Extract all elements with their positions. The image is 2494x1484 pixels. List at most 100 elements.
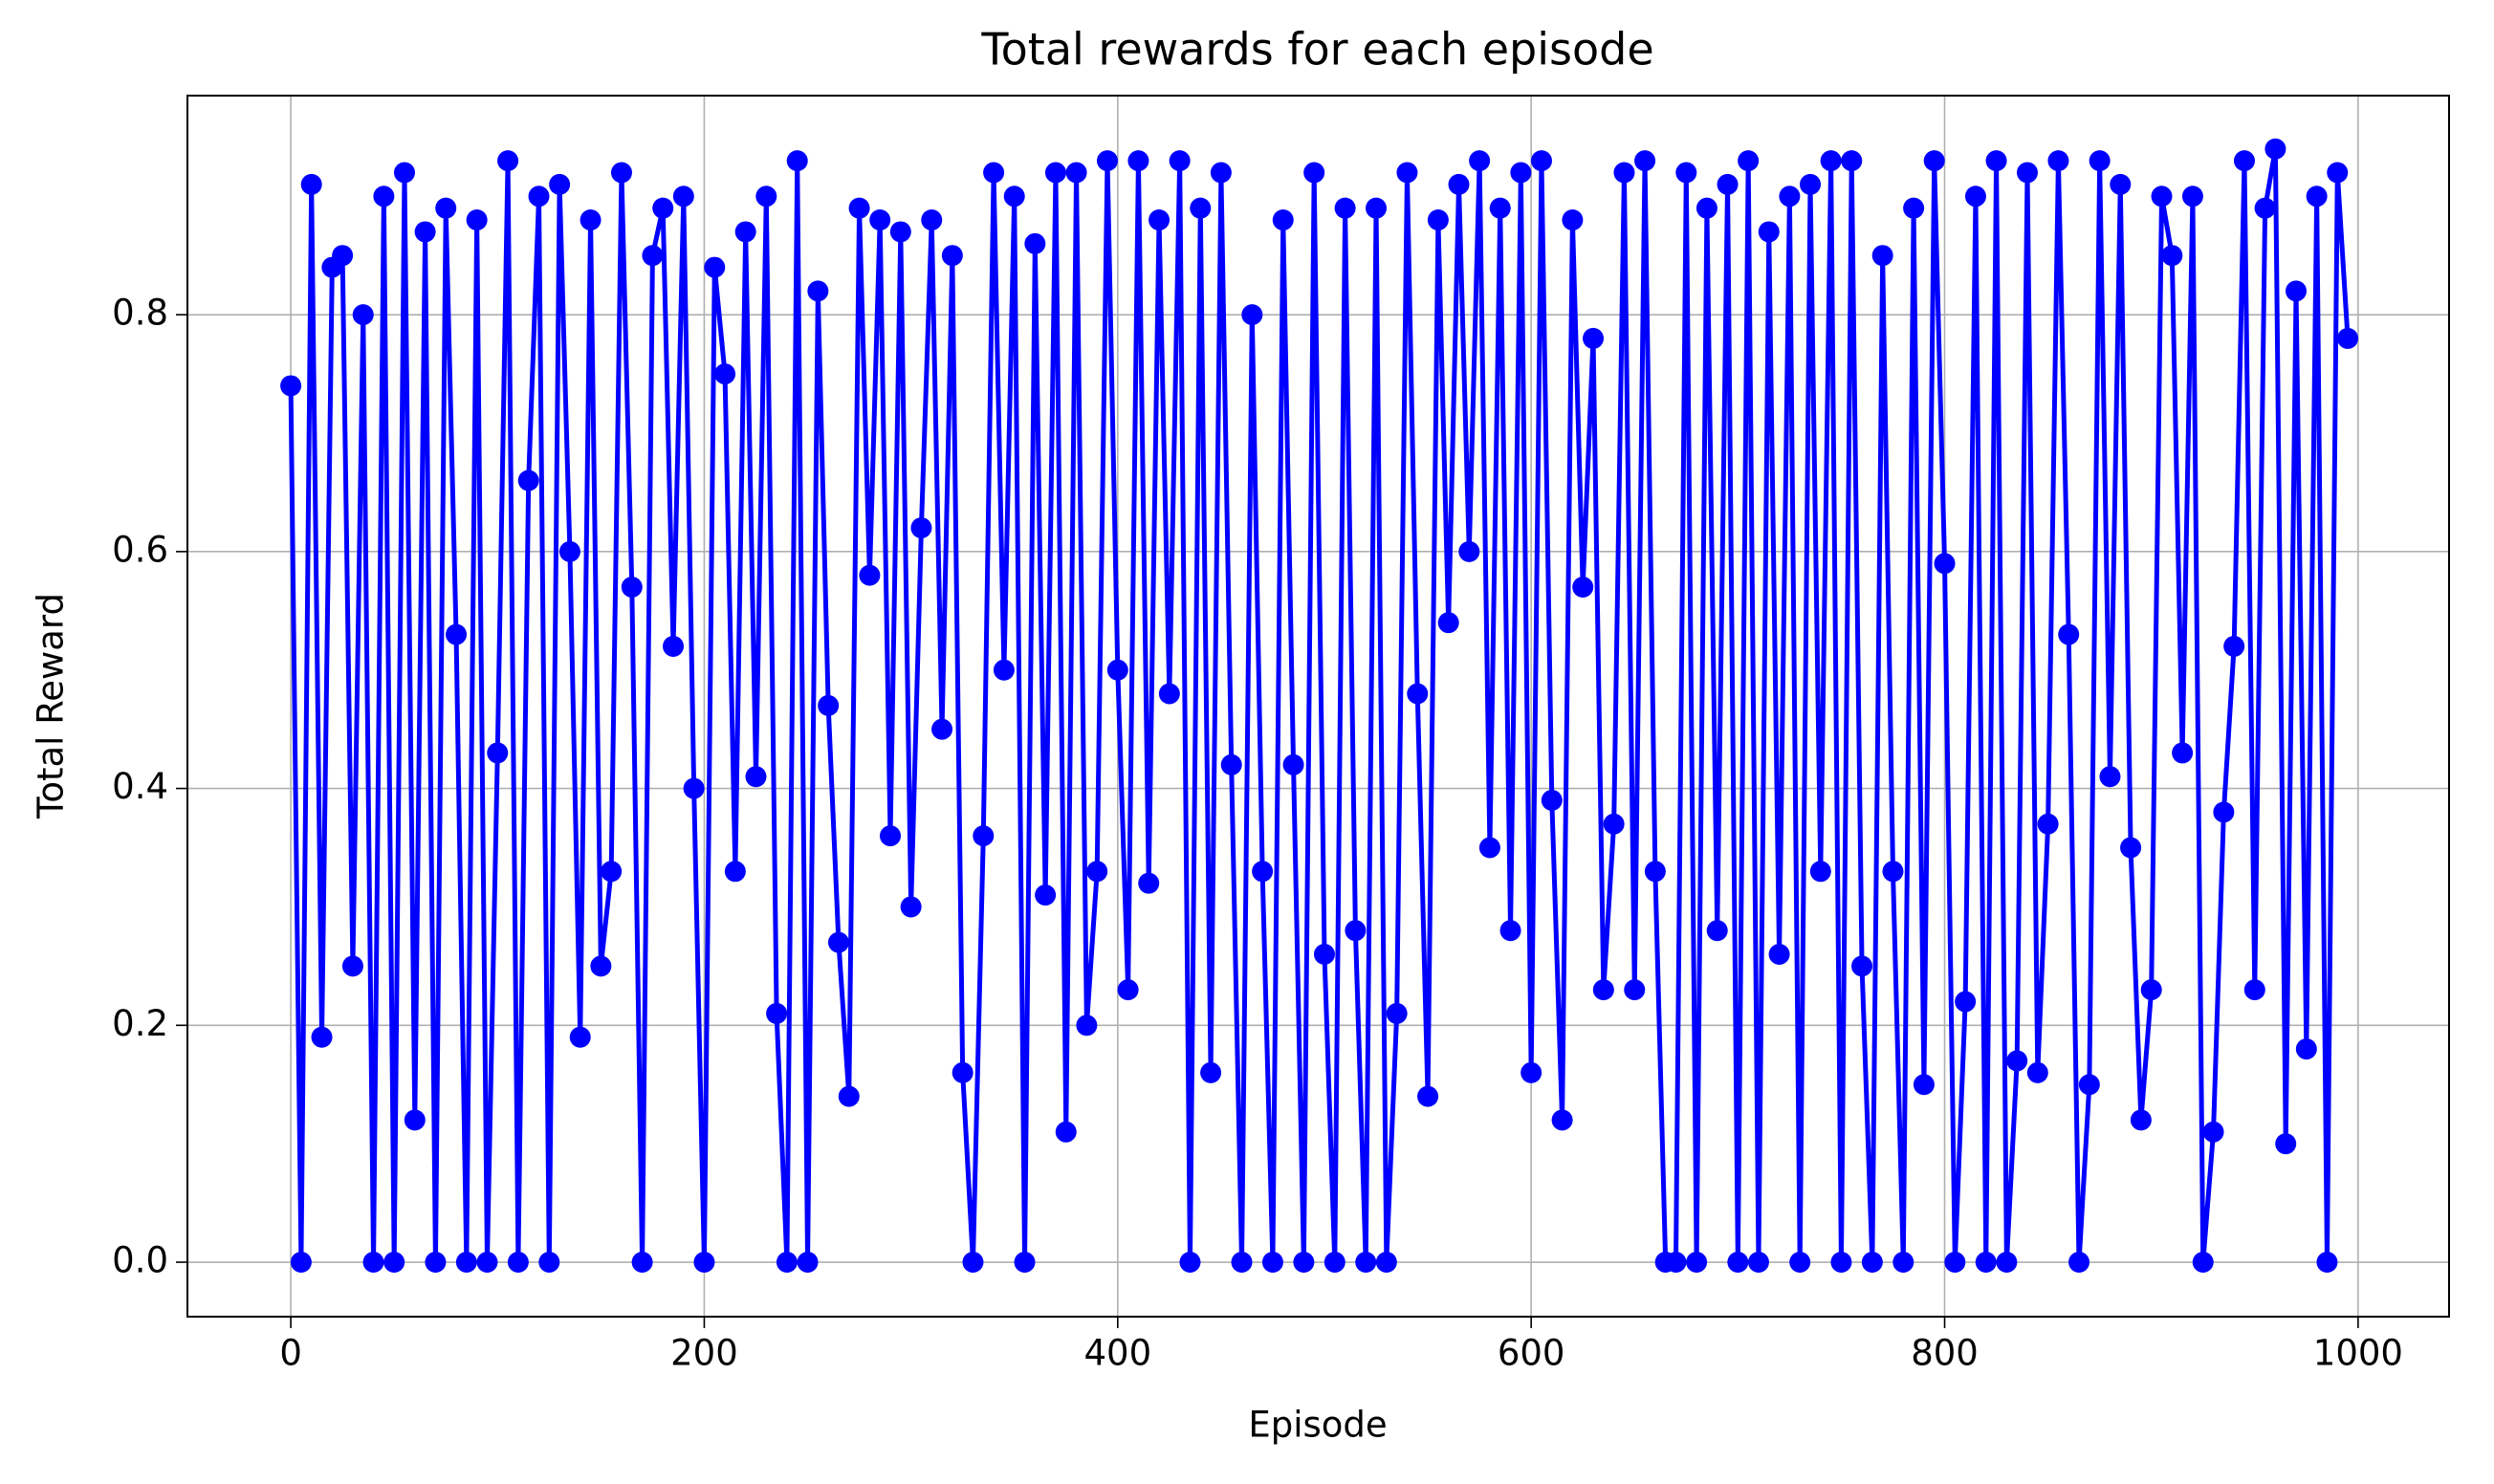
data-point xyxy=(569,1026,591,1048)
data-point xyxy=(1179,1252,1201,1274)
data-point xyxy=(362,1252,384,1274)
data-point xyxy=(1138,872,1160,894)
data-point xyxy=(2047,150,2069,172)
data-point xyxy=(497,150,519,172)
data-point xyxy=(921,209,943,231)
data-point xyxy=(414,221,436,243)
data-point xyxy=(1086,861,1108,883)
data-point xyxy=(1695,197,1717,219)
data-point xyxy=(2006,1050,2028,1072)
data-point xyxy=(1127,150,1149,172)
data-point xyxy=(466,209,488,231)
data-point xyxy=(621,577,643,599)
data-point xyxy=(838,1085,860,1107)
x-tick-label: 600 xyxy=(1498,1333,1565,1374)
data-point xyxy=(880,825,902,847)
data-point xyxy=(1149,209,1170,231)
data-point xyxy=(1200,1061,1222,1083)
data-point xyxy=(435,197,457,219)
data-point xyxy=(1530,150,1552,172)
data-point xyxy=(558,540,580,562)
data-point xyxy=(1190,197,1212,219)
x-tick-label: 800 xyxy=(1911,1333,1979,1374)
data-point xyxy=(663,635,685,657)
data-point xyxy=(1541,789,1563,811)
data-point xyxy=(1747,1252,1769,1274)
data-point xyxy=(983,162,1005,184)
data-point xyxy=(807,280,829,302)
data-point xyxy=(1261,1252,1283,1274)
data-point xyxy=(2243,979,2265,1001)
data-point xyxy=(1272,209,1294,231)
data-point xyxy=(2099,766,2121,788)
data-point xyxy=(786,150,808,172)
data-point xyxy=(1768,943,1790,965)
data-point xyxy=(2286,280,2308,302)
data-point xyxy=(1252,861,1274,883)
data-point xyxy=(993,659,1015,681)
data-point xyxy=(1964,186,1986,207)
data-point xyxy=(683,777,705,799)
data-point xyxy=(1955,991,1977,1013)
data-point xyxy=(1913,1074,1935,1096)
data-point xyxy=(2037,813,2059,835)
data-point xyxy=(1469,150,1491,172)
data-point xyxy=(2223,635,2245,657)
data-point xyxy=(517,469,539,491)
data-point xyxy=(941,245,963,267)
data-point xyxy=(1644,861,1666,883)
data-point xyxy=(290,1252,312,1274)
data-point xyxy=(1220,753,1242,775)
data-point xyxy=(1231,1252,1253,1274)
data-point xyxy=(446,623,468,645)
data-point xyxy=(1520,1061,1542,1083)
data-point xyxy=(2058,623,2080,645)
data-point xyxy=(1779,186,1801,207)
data-point xyxy=(311,1026,333,1048)
data-point xyxy=(549,173,571,195)
data-point xyxy=(332,245,354,267)
data-point xyxy=(1489,197,1511,219)
data-point xyxy=(1499,920,1521,942)
data-point xyxy=(1758,221,1780,243)
data-point xyxy=(1830,1252,1852,1274)
data-point xyxy=(1944,1252,1966,1274)
y-axis-label: Total Reward xyxy=(31,593,72,819)
data-point xyxy=(476,1252,498,1274)
data-point xyxy=(528,186,550,207)
data-point xyxy=(900,896,922,918)
data-point xyxy=(766,1002,788,1024)
data-point xyxy=(1634,150,1656,172)
data-point xyxy=(973,825,995,847)
data-point xyxy=(1996,1252,2018,1274)
data-point xyxy=(2202,1121,2224,1143)
data-point xyxy=(300,173,322,195)
data-point xyxy=(1717,173,1739,195)
data-point xyxy=(1313,943,1335,965)
data-point xyxy=(1448,173,1470,195)
data-point xyxy=(2161,245,2183,267)
data-point xyxy=(724,861,746,883)
data-point xyxy=(1592,979,1614,1001)
data-point xyxy=(818,694,840,716)
data-point xyxy=(1210,162,1232,184)
data-point xyxy=(1603,813,1625,835)
data-point xyxy=(652,197,674,219)
data-point xyxy=(1861,1252,1883,1274)
data-point xyxy=(1386,1002,1408,1024)
data-point xyxy=(1014,1252,1036,1274)
data-point xyxy=(280,375,302,397)
data-point xyxy=(642,245,664,267)
data-point xyxy=(1076,1015,1098,1037)
data-point xyxy=(797,1252,819,1274)
data-point xyxy=(1820,150,1842,172)
data-point xyxy=(734,221,756,243)
data-point xyxy=(1096,150,1118,172)
data-point xyxy=(2254,197,2276,219)
chart-title: Total rewards for each episode xyxy=(980,24,1653,76)
data-point xyxy=(931,718,953,740)
data-point xyxy=(538,1252,560,1274)
data-point xyxy=(1892,1252,1914,1274)
data-point xyxy=(1106,659,1128,681)
